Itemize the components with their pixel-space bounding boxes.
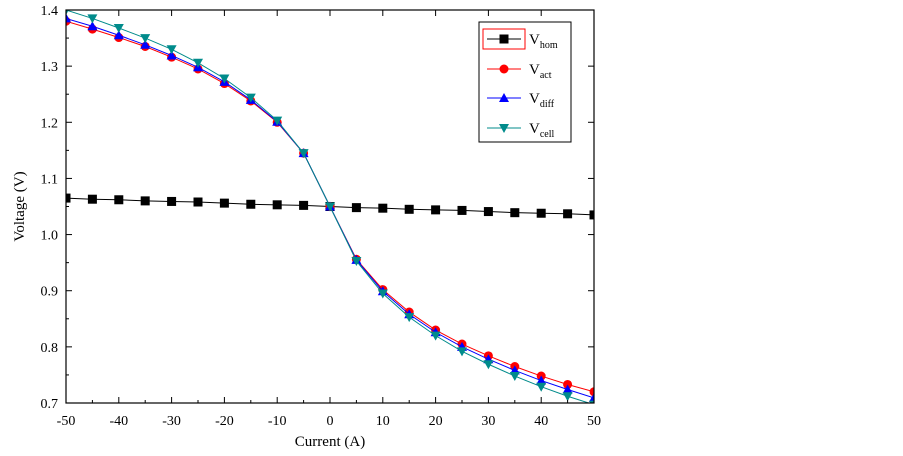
data-point-cell [298, 149, 309, 159]
data-point-cell [351, 256, 362, 266]
legend-marker-hom [499, 34, 509, 44]
data-point-cell [457, 347, 467, 357]
y-tick-label: 1.4 [41, 4, 59, 19]
data-point-hom [457, 205, 467, 215]
data-point-hom [536, 208, 546, 218]
data-point-cell [377, 289, 388, 299]
data-point-hom [272, 200, 282, 210]
data-point-hom [404, 204, 414, 214]
legend-item-hom: Vhom [482, 28, 558, 51]
x-tick-label: 0 [327, 414, 334, 429]
x-tick-label: 20 [429, 414, 443, 429]
data-point-hom [510, 208, 520, 218]
series-cell [66, 10, 594, 403]
data-point-hom [563, 209, 573, 219]
legend-label-cell: Vcell [529, 121, 554, 140]
data-point-hom [483, 207, 493, 217]
data-point-hom [299, 200, 309, 210]
data-point-diff [562, 384, 573, 394]
y-axis-title: Voltage (V) [12, 171, 28, 241]
legend-item-cell: Vcell [487, 121, 554, 140]
legend-label-diff: Vdiff [529, 91, 555, 110]
data-point-cell [562, 392, 573, 402]
x-tick-label: -20 [215, 414, 234, 429]
data-point-cell [113, 23, 124, 33]
data-point-hom [140, 196, 150, 206]
data-point-hom [351, 203, 361, 213]
data-point-hom [431, 205, 441, 215]
data-point-hom [589, 210, 594, 220]
data-point-act [563, 379, 573, 389]
y-tick-label: 0.8 [41, 341, 59, 356]
x-tick-label: -50 [57, 414, 76, 429]
x-tick-label: -10 [268, 414, 287, 429]
data-point-cell [430, 331, 441, 341]
data-point-hom [219, 198, 229, 208]
data-point-hom [87, 194, 97, 204]
data-point-diff [166, 50, 177, 60]
data-point-diff [87, 21, 98, 31]
x-axis-title: Current (A) [295, 434, 365, 450]
data-point-cell [404, 313, 415, 323]
legend-marker-act [499, 64, 509, 74]
data-point-cell [245, 93, 256, 103]
legend-label-act: Vact [529, 62, 552, 81]
data-point-hom [378, 203, 388, 213]
data-point-diff [66, 13, 71, 23]
data-point-cell [140, 34, 151, 44]
legend-item-diff: Vdiff [487, 91, 555, 110]
data-point-hom [167, 196, 177, 206]
data-point-cell [272, 116, 283, 126]
x-tick-label: 10 [376, 414, 390, 429]
data-point-cell [219, 74, 230, 84]
legend-marker-cell [499, 124, 509, 133]
data-point-hom [114, 195, 124, 205]
y-tick-label: 0.9 [41, 285, 59, 300]
series-layer [66, 10, 594, 403]
data-point-cell [483, 360, 494, 370]
x-tick-label: 30 [481, 414, 495, 429]
legend-highlight [482, 28, 526, 50]
x-tick-label: -30 [162, 414, 181, 429]
x-tick-label: -40 [109, 414, 128, 429]
data-point-hom [193, 197, 203, 207]
data-point-cell [509, 372, 520, 382]
data-point-cell [193, 58, 203, 68]
data-point-cell [166, 45, 177, 55]
data-point-cell [66, 10, 69, 15]
y-tick-label: 1.1 [41, 172, 59, 187]
data-point-diff [589, 392, 594, 402]
data-point-cell [536, 382, 547, 392]
data-point-cell [87, 14, 98, 24]
data-point-hom [246, 199, 256, 209]
legend: Vhom Vact Vdiff Vcell [478, 21, 572, 143]
legend-marker-diff [499, 93, 509, 102]
data-point-hom [66, 193, 71, 203]
y-tick-label: 0.7 [41, 397, 59, 412]
x-tick-label: 50 [587, 414, 601, 429]
data-point-act [589, 387, 594, 397]
data-point-diff [140, 39, 151, 49]
data-point-diff [536, 375, 547, 385]
ticks-layer: -50 -40 -30 -20 -10 0 10 20 30 40 50 0.7 0.8 0.9 1.0 1.… [41, 4, 602, 429]
legend-item-act: Vact [487, 62, 552, 81]
x-tick-label: 40 [534, 414, 548, 429]
data-point-cell [325, 202, 335, 212]
y-tick-label: 1.2 [41, 116, 59, 131]
legend-label-hom: Vhom [529, 32, 558, 51]
data-point-diff [113, 30, 124, 40]
y-tick-label: 1.0 [41, 229, 59, 244]
y-tick-label: 1.3 [41, 60, 59, 75]
